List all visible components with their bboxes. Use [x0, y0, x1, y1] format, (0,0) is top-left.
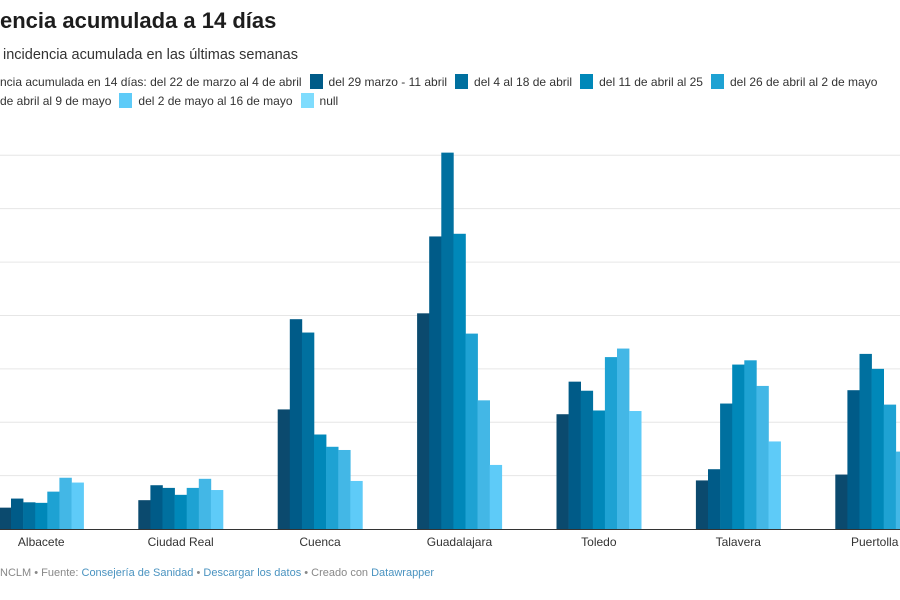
- x-tick-label: Albacete: [17, 535, 65, 549]
- bar: [23, 502, 36, 529]
- legend-item: del 2 de mayo al 16 de mayo: [119, 93, 293, 108]
- bar: [556, 414, 569, 529]
- bar: [186, 487, 200, 529]
- bar: [47, 491, 60, 529]
- bar: [568, 381, 581, 529]
- x-tick-label: Talavera: [715, 535, 761, 549]
- legend-item: del 29 marzo - 11 abril: [309, 74, 448, 89]
- footer-separator: •: [193, 567, 204, 579]
- x-tick-label: Cuenca: [299, 535, 341, 549]
- legend-item: de abril al 9 de mayo: [0, 94, 111, 108]
- bar: [350, 480, 363, 529]
- legend-row-2: de abril al 9 de mayo del 2 de mayo al 1…: [0, 93, 346, 108]
- legend-label: ncia acumulada en 14 días: del 22 de mar…: [0, 74, 302, 89]
- x-tick-label: Guadalajara: [426, 535, 493, 549]
- source-link[interactable]: Consejería de Sanidad: [81, 567, 194, 579]
- legend-swatch: [119, 93, 133, 108]
- legend-label: del 2 de mayo al 16 de mayo: [138, 93, 293, 108]
- bar: [756, 385, 769, 529]
- bar: [301, 332, 315, 529]
- bar: [429, 236, 442, 529]
- bar: [326, 446, 339, 529]
- bar: [150, 485, 163, 529]
- legend-item: ncia acumulada en 14 días: del 22 de mar…: [0, 75, 302, 89]
- legend-item: del 26 de abril al 2 de mayo: [710, 74, 878, 89]
- download-data-link[interactable]: Descargar los datos: [203, 567, 302, 579]
- bar: [768, 441, 781, 529]
- bar: [59, 477, 72, 529]
- chart-title: encia acumulada a 14 días: [0, 8, 277, 33]
- bar: [883, 404, 897, 529]
- datawrapper-link[interactable]: Datawrapper: [371, 567, 435, 579]
- legend-label: de abril al 9 de mayo: [0, 93, 112, 108]
- legend-label: null: [319, 93, 339, 108]
- bar: [338, 449, 351, 529]
- legend-item: null: [300, 93, 339, 108]
- bar: [314, 434, 327, 529]
- bar: [604, 357, 618, 529]
- bar: [35, 502, 48, 529]
- bar: [871, 368, 884, 529]
- x-tick-label: Toledo: [581, 535, 617, 549]
- bar: [720, 403, 733, 529]
- bar: [162, 487, 175, 529]
- legend-item: del 11 de abril al 25: [580, 74, 703, 89]
- legend-swatch: [300, 93, 314, 108]
- legend-label: del 29 marzo - 11 abril: [328, 74, 448, 89]
- bar: [477, 400, 490, 529]
- bar: [489, 464, 503, 529]
- bar: [592, 410, 606, 529]
- bar: [71, 482, 84, 529]
- legend-row-1: ncia acumulada en 14 días: del 22 de mar…: [0, 74, 885, 89]
- bar: [629, 411, 642, 529]
- bar: [465, 333, 478, 529]
- bar: [859, 353, 872, 529]
- footer-credit: NCLM • Fuente:: [0, 567, 82, 579]
- x-tick-label: Puertolla: [851, 535, 899, 549]
- bar: [847, 390, 860, 529]
- legend-item: del 4 al 18 de abril: [455, 74, 572, 89]
- bar: [277, 409, 291, 529]
- bar: [708, 469, 721, 529]
- footer: NCLM • Fuente: Consejería de Sanidad • D…: [0, 567, 434, 579]
- bar: [580, 390, 594, 529]
- bar: [417, 313, 430, 529]
- bar: [11, 498, 24, 529]
- bar: [0, 507, 12, 529]
- bar: [210, 490, 224, 529]
- bar: [732, 364, 745, 529]
- bar: [289, 319, 303, 529]
- bar: [198, 478, 212, 529]
- footer-created-with: • Creado con: [301, 567, 372, 579]
- bar: [617, 348, 630, 529]
- bar: [138, 500, 151, 529]
- bar: [744, 360, 757, 529]
- legend-swatch: [710, 74, 724, 89]
- x-tick-label: Ciudad Real: [147, 535, 214, 549]
- bar: [895, 451, 900, 529]
- legend-swatch: [455, 74, 469, 89]
- legend-swatch: [580, 74, 594, 89]
- legend-swatch: [309, 74, 323, 89]
- legend-label: del 11 de abril al 25: [599, 74, 703, 89]
- bar: [453, 233, 466, 530]
- chart-subtitle: incidencia acumulada en las últimas sema…: [3, 47, 298, 63]
- bar: [695, 480, 709, 529]
- bar: [174, 494, 187, 529]
- legend-label: del 4 al 18 de abril: [474, 74, 573, 89]
- bar: [835, 474, 848, 529]
- bar: [441, 152, 454, 529]
- legend-label: del 26 de abril al 2 de mayo: [729, 74, 878, 89]
